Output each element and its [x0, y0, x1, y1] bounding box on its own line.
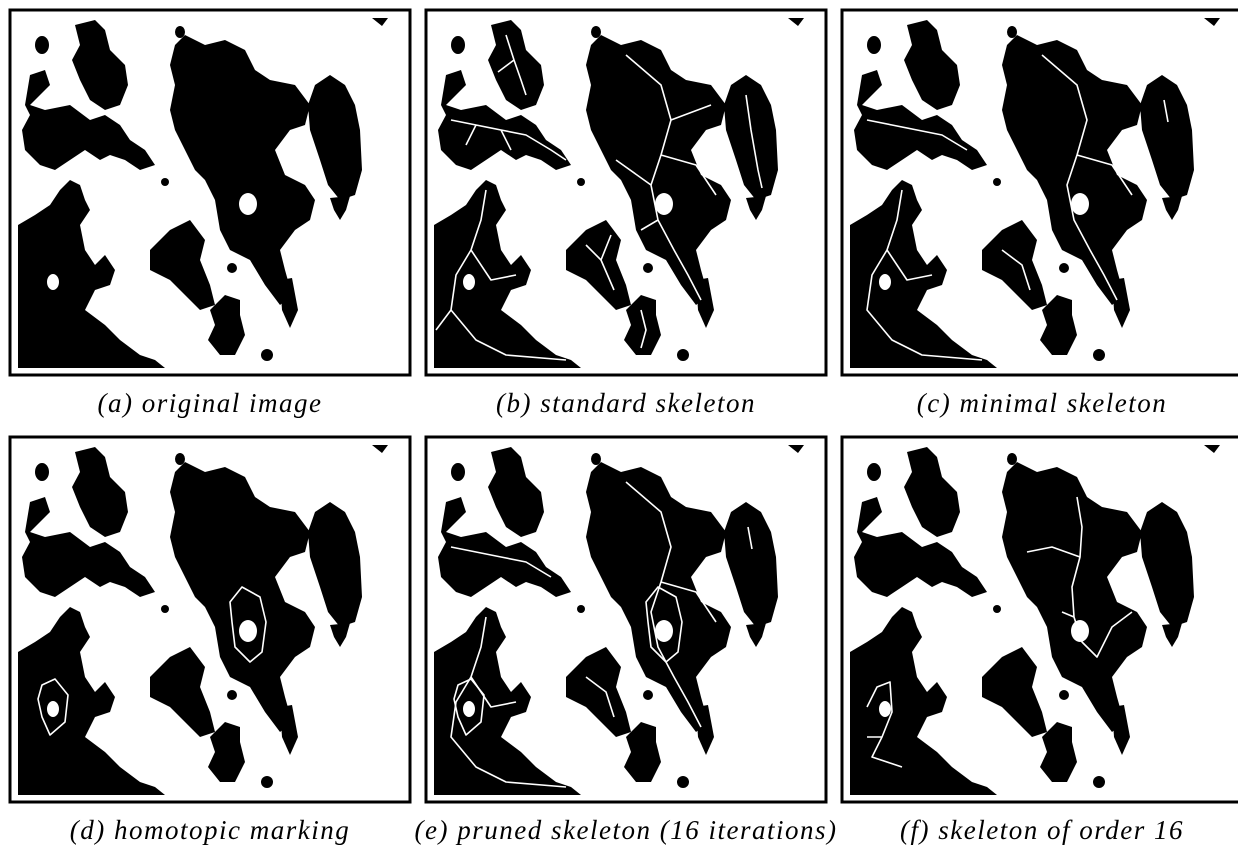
panel-e — [426, 437, 826, 802]
panel-f — [842, 437, 1238, 802]
figure: (a) original image (b) standard skeleton… — [0, 0, 1238, 846]
panel-d — [10, 437, 410, 802]
panel-b — [426, 10, 826, 375]
panel-c — [842, 10, 1238, 375]
caption: (b) standard skeleton — [496, 388, 756, 418]
caption: (d) homotopic marking — [70, 815, 350, 845]
caption: (e) pruned skeleton (16 iterations) — [415, 815, 838, 845]
caption: (f) skeleton of order 16 — [900, 815, 1184, 845]
page: {"figure": {"captions": [ "(a) original … — [0, 0, 1238, 846]
caption: (c) minimal skeleton — [917, 388, 1167, 418]
caption: (a) original image — [98, 388, 323, 418]
panel-a — [10, 10, 410, 375]
